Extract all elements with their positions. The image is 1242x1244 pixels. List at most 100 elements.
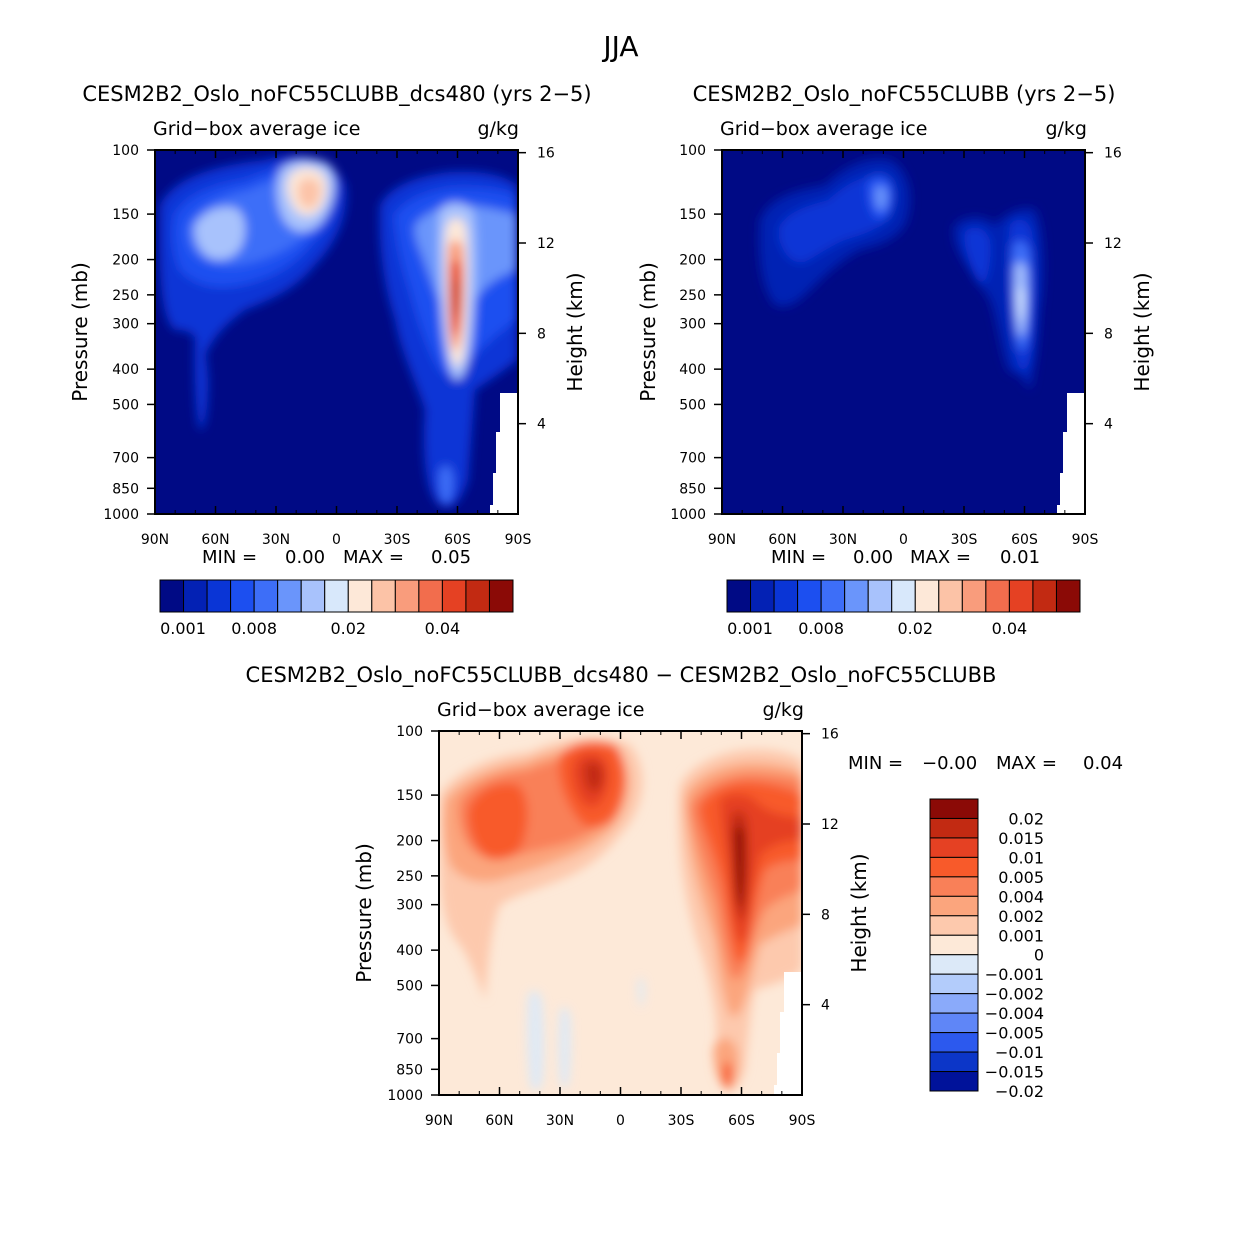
panel-3-colorbar-swatch	[929, 817, 979, 839]
panel-2-y-tick-label: 500	[679, 397, 706, 413]
panel-2-colorbar-swatch	[750, 579, 775, 613]
panel-3-colorbar-label: −0.01	[995, 1043, 1044, 1062]
panel-1-x-tick-label: 0	[332, 532, 341, 548]
panel-2-height-tick-label: 16	[1104, 146, 1122, 162]
panel-1-colorbar-swatch	[183, 579, 208, 613]
panel-3-colorbar-label: 0.004	[998, 887, 1044, 906]
panel-3-height-tick-label: 12	[821, 817, 839, 833]
panel-1-x-tick-label: 90N	[141, 532, 169, 548]
panel-2-colorbar-swatch	[1055, 579, 1081, 613]
panel-1-colorbar-swatch	[488, 579, 514, 613]
panel-3-y-tick-label: 400	[396, 943, 423, 959]
panel-2-y-tick-label: 200	[679, 253, 706, 269]
figure-title: JJA	[601, 30, 638, 63]
panel-3-contour-negative	[526, 990, 545, 1091]
panel-2-colorbar-swatch	[773, 579, 799, 613]
panel-1-colorbar-swatch	[300, 579, 326, 613]
panel-3-colorbar-swatch	[929, 798, 979, 819]
panel-3-colorbar-label: 0.002	[998, 907, 1044, 926]
panel-2-y-tick-label: 100	[679, 143, 706, 159]
panel-3-x-tick-label: 30N	[546, 1113, 574, 1129]
panel-3-colorbar-swatch	[929, 915, 979, 936]
panel-2-topography-mask	[1057, 393, 1085, 514]
panel-3-height-ticks: 16 12 8 4	[802, 727, 839, 1014]
panel-2-colorbar-label: 0.001	[727, 619, 773, 638]
panel-2-ylabel: Pressure (mb)	[636, 262, 660, 402]
panel-2-colorbar-swatch	[726, 579, 752, 613]
panel-3-y-tick-label: 150	[396, 788, 423, 804]
panel-1-y-tick-label: 200	[112, 253, 139, 269]
panel-1-colorbar-swatch	[230, 579, 255, 613]
panel-3-colorbar-label: 0.001	[998, 926, 1044, 945]
panel-3-y-tick-label: 200	[396, 834, 423, 850]
panel-3-x-tick-label: 60S	[728, 1113, 755, 1129]
panel-2-min-label: MIN =	[771, 547, 826, 568]
panel-2-colorbar-swatch	[1032, 579, 1057, 613]
panel-2-colorbar-label: 0.008	[798, 619, 844, 638]
panel-1-colorbar-swatch	[206, 579, 232, 613]
panel-2-title: CESM2B2_Oslo_noFC55CLUBB (yrs 2−5)	[693, 82, 1116, 107]
panel-1-x-tick-label: 30N	[262, 532, 290, 548]
panel-1-x-tick-label: 90S	[505, 532, 532, 548]
panel-2-height-ticks: 16 12 8 4	[1085, 146, 1122, 433]
panel-2-x-tick-label: 90S	[1072, 532, 1099, 548]
panel-3-colorbar-swatch	[929, 1012, 979, 1034]
panel-1-colorbar-swatch	[159, 579, 185, 613]
panel-1-min-value: 0.00	[285, 547, 325, 568]
panel-2-colorbar-swatch	[844, 579, 869, 613]
panel-3-colorbar-label: 0.015	[998, 829, 1044, 848]
panel-1-colorbar-swatch	[324, 579, 349, 613]
panel-1-subtitle-left: Grid−box average ice	[153, 118, 360, 140]
panel-3-subtitle-right: g/kg	[762, 699, 804, 721]
panel-3-colorbar-label: −0.02	[995, 1082, 1044, 1101]
panel-3-max-value: 0.04	[1083, 753, 1123, 774]
panel-2-x-tick-label: 30S	[951, 532, 978, 548]
panel-3-height-tick-label: 4	[821, 998, 830, 1014]
panel-1-colorbar-label: 0.008	[231, 619, 277, 638]
panel-2-max-label: MAX =	[910, 547, 971, 568]
panel-1-colorbar-swatch	[371, 579, 396, 613]
panel-2-height-tick-label: 8	[1104, 326, 1113, 342]
panel-2-colorbar-swatch	[867, 579, 893, 613]
panel-1-height-tick-label: 4	[537, 417, 546, 433]
panel-1-title: CESM2B2_Oslo_noFC55CLUBB_dcs480 (yrs 2−5…	[82, 82, 591, 107]
panel-1-height-tick-label: 8	[537, 326, 546, 342]
panel-3-colorbar-label: −0.015	[985, 1063, 1044, 1082]
panel-2-x-tick-label: 60S	[1011, 532, 1038, 548]
panel-3-colorbar-label: 0.02	[1008, 809, 1044, 828]
panel-3-colorbar-label: −0.005	[985, 1024, 1044, 1043]
panel-3-colorbar-swatch	[929, 1051, 979, 1073]
panel-3-plot-area	[439, 731, 802, 1095]
panel-2-y-tick-label: 700	[679, 451, 706, 467]
panel-3-height-tick-label: 16	[821, 727, 839, 743]
panel-3: CESM2B2_Oslo_noFC55CLUBB_dcs480 − CESM2B…	[246, 663, 1124, 1129]
panel-2-colorbar-swatch	[891, 579, 916, 613]
panel-1-y-tick-label: 850	[112, 481, 139, 497]
panel-3-colorbar-swatch	[929, 876, 979, 897]
panel-1-max-label: MAX =	[343, 547, 404, 568]
panel-1-min-label: MIN =	[202, 547, 257, 568]
panel-2-plot-area	[722, 150, 1085, 514]
panel-2-colorbar-swatch	[1008, 579, 1034, 613]
panel-3-min-label: MIN =	[848, 753, 903, 774]
panel-2-max-value: 0.01	[1000, 547, 1040, 568]
panel-2-x-tick-label: 0	[899, 532, 908, 548]
panel-3-title: CESM2B2_Oslo_noFC55CLUBB_dcs480 − CESM2B…	[246, 663, 997, 688]
panel-2-colorbar-swatch	[961, 579, 987, 613]
panel-1-y-tick-label: 300	[112, 317, 139, 333]
panel-2-x-tick-label: 60N	[768, 532, 796, 548]
panel-2-subtitle-left: Grid−box average ice	[720, 118, 927, 140]
panel-1-colorbar-swatch	[277, 579, 302, 613]
panel-1-colorbar-label: 0.04	[425, 619, 461, 638]
panel-1-y-ticks: 100 150 200 250 300 400 500 700 850 1000	[103, 143, 155, 523]
panel-2: CESM2B2_Oslo_noFC55CLUBB (yrs 2−5) Grid−…	[636, 82, 1154, 638]
panel-3-y-tick-label: 1000	[387, 1088, 423, 1104]
panel-1-colorbar-swatch	[465, 579, 490, 613]
panel-3-colorbar-swatch	[929, 895, 979, 917]
panel-3-y-tick-label: 500	[396, 978, 423, 994]
panel-1-max-value: 0.05	[431, 547, 471, 568]
panel-1-x-ticks: 90N 60N 30N 0 30S 60S 90S	[141, 150, 532, 548]
panel-1-colorbar-swatch	[253, 579, 279, 613]
panel-2-colorbar-label: 0.04	[992, 619, 1028, 638]
